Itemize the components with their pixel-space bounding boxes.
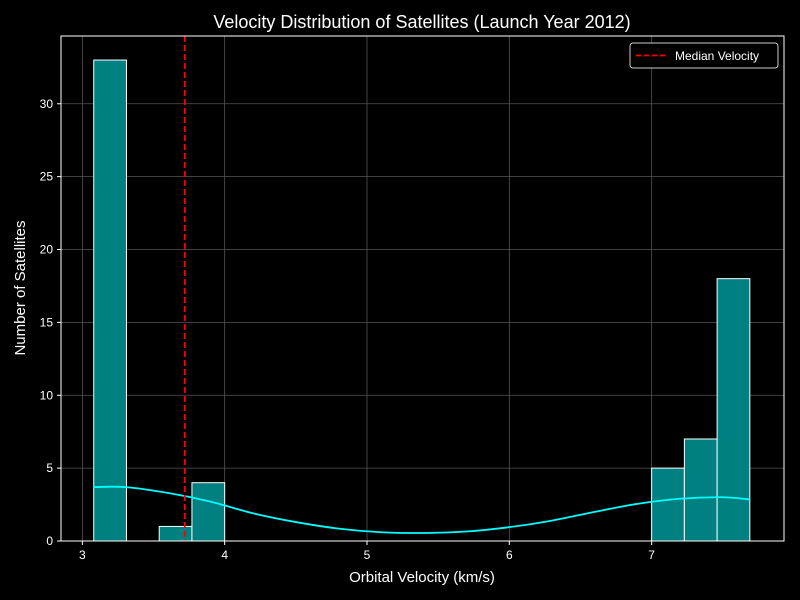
legend-box (629, 42, 779, 69)
kde-curve (93, 485, 750, 534)
histogram-bar-3 (191, 482, 226, 542)
x-axis-ticks: 3 4 5 6 7 (79, 541, 655, 562)
plot-frame (60, 35, 785, 542)
histogram-bar-0 (93, 59, 127, 542)
histogram-bars (93, 59, 751, 542)
histogram-bar-6 (716, 278, 751, 542)
y-tick-label-2: 10 (40, 388, 54, 402)
y-tick-label-0: 0 (46, 534, 53, 548)
x-tick-label-0: 3 (79, 548, 86, 562)
y-tick-label-5: 25 (40, 170, 54, 184)
histogram-bar-5 (683, 438, 718, 542)
x-tick-label-1: 4 (221, 548, 228, 562)
y-tick-label-4: 20 (40, 243, 54, 257)
grid (61, 36, 784, 542)
y-axis-ticks: 0 5 10 15 20 25 30 (40, 97, 61, 548)
chart-title: Velocity Distribution of Satellites (Lau… (213, 12, 630, 32)
y-axis-label: Number of Satellites (12, 220, 29, 355)
histogram-bar-2 (158, 525, 193, 542)
histogram-bar-4 (651, 467, 685, 542)
y-tick-label-1: 5 (46, 461, 53, 475)
x-tick-label-4: 7 (648, 548, 655, 562)
x-tick-label-2: 5 (364, 548, 371, 562)
y-tick-label-6: 30 (40, 97, 54, 111)
x-axis-label: Orbital Velocity (km/s) (349, 569, 495, 586)
kde-layer (93, 485, 750, 534)
y-tick-label-3: 15 (40, 315, 54, 329)
x-tick-label-3: 6 (506, 548, 513, 562)
legend: Median Velocity (629, 42, 779, 69)
legend-median-label: Median Velocity (675, 49, 759, 63)
